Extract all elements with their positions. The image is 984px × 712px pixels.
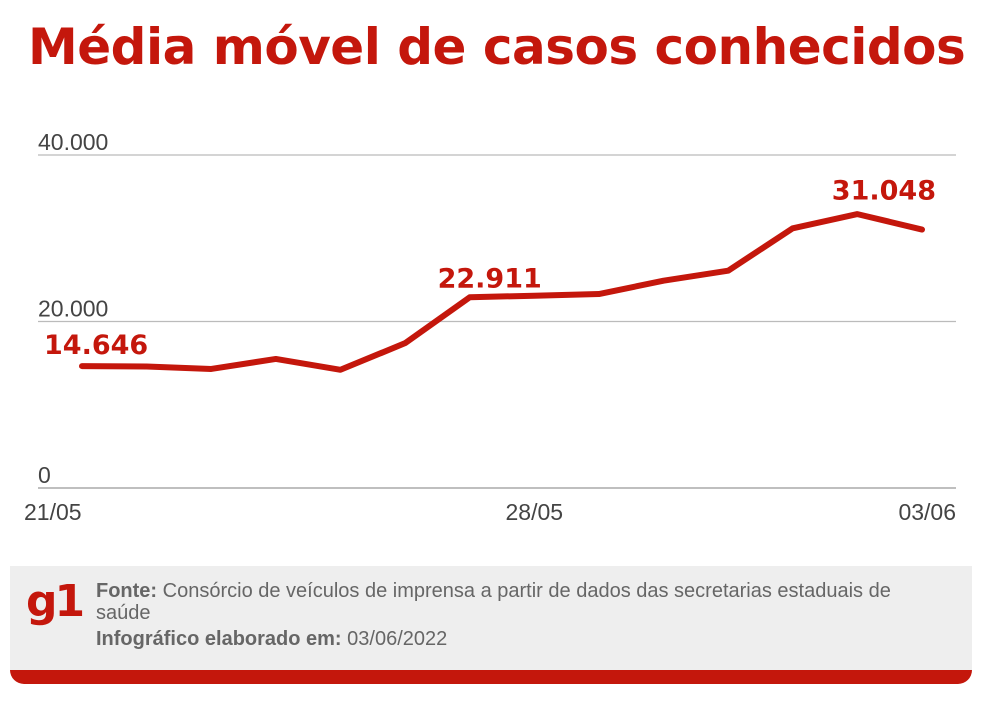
y-tick-label: 20.000: [38, 296, 108, 322]
data-label: 31.048: [832, 176, 936, 207]
data-label: 22.911: [438, 263, 542, 294]
footer: g1 Fonte: Consórcio de veículos de impre…: [10, 566, 972, 684]
g1-logo: g1: [26, 576, 85, 627]
date-line: Infográfico elaborado em: 03/06/2022: [96, 628, 447, 650]
series-line: [79, 211, 925, 373]
date-value: 03/06/2022: [341, 628, 448, 650]
chart-title: Média móvel de casos conhecidos: [28, 18, 966, 76]
y-tick-label: 0: [38, 462, 51, 488]
line-chart: 0 20.000 40.000 21/05 28/05 03/06 14.646 22.911…: [24, 129, 956, 525]
y-tick-label: 40.000: [38, 129, 108, 155]
x-tick-label: 03/06: [898, 499, 956, 525]
x-tick-label: 28/05: [506, 499, 564, 525]
source-line: Fonte: Consórcio de veículos de imprensa…: [96, 580, 926, 624]
source-text: Consórcio de veículos de imprensa a part…: [96, 580, 891, 624]
date-label: Infográfico elaborado em:: [96, 628, 342, 650]
source-label: Fonte:: [96, 580, 158, 602]
data-label: 14.646: [44, 330, 148, 361]
x-tick-label: 21/05: [24, 499, 82, 525]
